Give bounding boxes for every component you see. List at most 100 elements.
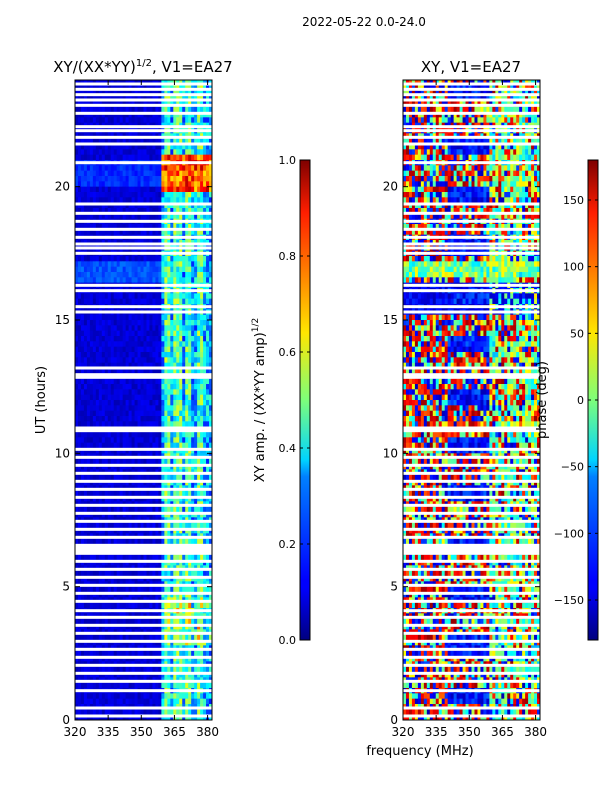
left-heatmap-cell bbox=[134, 474, 138, 481]
left-heatmap-cell bbox=[194, 586, 198, 593]
left-heatmap-cell bbox=[110, 432, 115, 438]
left-heatmap-cell bbox=[116, 266, 121, 273]
left-heatmap-cell bbox=[80, 330, 85, 337]
left-heatmap-cell bbox=[77, 165, 82, 172]
left-heatmap-cell bbox=[98, 554, 103, 561]
left-heatmap-cell bbox=[164, 442, 168, 449]
left-heatmap-cell bbox=[75, 229, 79, 236]
left-heatmap-cell bbox=[170, 576, 174, 582]
left-heatmap-cell bbox=[188, 640, 192, 646]
left-heatmap-cell bbox=[209, 512, 212, 518]
left-heatmap-cell bbox=[104, 389, 109, 396]
left-heatmap-cell bbox=[149, 448, 153, 454]
left-heatmap-cell bbox=[119, 506, 124, 513]
left-heatmap-cell bbox=[77, 570, 82, 577]
left-heatmap-cell bbox=[179, 192, 183, 198]
left-heatmap-cell bbox=[182, 474, 186, 481]
left-heatmap-cell bbox=[149, 144, 153, 150]
left-heatmap-cell bbox=[188, 570, 192, 577]
left-heatmap-cell bbox=[119, 410, 124, 417]
left-heatmap-cell bbox=[155, 474, 159, 481]
left-heatmap-cell bbox=[206, 410, 210, 417]
left-heatmap-cell bbox=[197, 117, 201, 124]
left-heatmap-cell bbox=[194, 384, 198, 390]
left-heatmap-cell bbox=[116, 384, 121, 390]
left-heatmap-cell bbox=[122, 496, 127, 502]
left-heatmap-cell bbox=[131, 389, 135, 396]
left-heatmap-cell bbox=[191, 576, 195, 582]
left-heatmap-cell bbox=[158, 512, 162, 518]
left-heatmap-cell bbox=[113, 149, 118, 156]
left-heatmap-cell bbox=[104, 181, 109, 188]
left-heatmap-cell bbox=[191, 634, 195, 641]
left-heatmap bbox=[75, 80, 212, 720]
left-heatmap-cell bbox=[206, 293, 210, 300]
left-heatmap-cell bbox=[98, 400, 103, 406]
left-heatmap-cell bbox=[185, 165, 189, 172]
left-heatmap-cell bbox=[131, 314, 135, 321]
left-heatmap-cell bbox=[173, 208, 177, 214]
left-heatmap-cell bbox=[75, 266, 79, 273]
left-heatmap-cell bbox=[194, 448, 198, 454]
left-heatmap-cell bbox=[161, 602, 165, 609]
left-heatmap-cell bbox=[83, 602, 88, 609]
left-heatmap-cell bbox=[182, 442, 186, 449]
left-heatmap-cell bbox=[113, 277, 118, 284]
left-heatmap-cell bbox=[161, 352, 165, 358]
left-heatmap-cell bbox=[170, 181, 174, 188]
left-heatmap-cell bbox=[116, 368, 121, 374]
left-heatmap-cell bbox=[182, 640, 186, 646]
left-heatmap-cell bbox=[161, 480, 165, 486]
left-heatmap-cell bbox=[128, 586, 132, 593]
left-heatmap-cell bbox=[113, 592, 118, 598]
left-heatmap-cell bbox=[92, 144, 97, 150]
left-heatmap-cell bbox=[101, 229, 106, 236]
left-heatmap-cell bbox=[116, 592, 121, 598]
left-heatmap-cell bbox=[206, 538, 210, 545]
left-heatmap-cell bbox=[143, 512, 147, 518]
left-heatmap-cell bbox=[131, 293, 135, 300]
left-heatmap-cell bbox=[95, 656, 100, 662]
left-heatmap-cell bbox=[149, 405, 153, 412]
left-heatmap-cell bbox=[149, 464, 153, 470]
left-heatmap-cell bbox=[170, 512, 174, 518]
left-heatmap-cell bbox=[173, 448, 177, 454]
left-heatmap-cell bbox=[122, 154, 127, 161]
left-heatmap-cell bbox=[131, 181, 135, 188]
left-heatmap-cell bbox=[152, 357, 156, 364]
left-heatmap-cell bbox=[86, 640, 91, 646]
left-heatmap-cell bbox=[98, 405, 103, 412]
left-heatmap-cell bbox=[164, 576, 168, 582]
left-heatmap-cell bbox=[98, 298, 103, 305]
left-heatmap-cell bbox=[116, 490, 121, 497]
left-heatmap-cell bbox=[128, 512, 132, 518]
left-heatmap-cell bbox=[146, 405, 150, 412]
left-heatmap-cell bbox=[107, 512, 112, 518]
left-heatmap-cell bbox=[203, 560, 207, 566]
left-heatmap-cell bbox=[185, 405, 189, 412]
left-heatmap-cell bbox=[80, 154, 85, 161]
left-heatmap-cell bbox=[167, 421, 171, 428]
left-heatmap-cell bbox=[188, 496, 192, 502]
left-heatmap-cell bbox=[176, 421, 180, 428]
left-heatmap-cell bbox=[176, 384, 180, 390]
left-heatmap-cell bbox=[95, 229, 100, 236]
left-heatmap-cell bbox=[125, 378, 130, 385]
left-heatmap-cell bbox=[173, 272, 177, 278]
left-heatmap-cell bbox=[122, 480, 127, 486]
left-heatmap-cell bbox=[149, 325, 153, 332]
left-heatmap-cell bbox=[137, 154, 141, 161]
left-heatmap-cell bbox=[152, 181, 156, 188]
left-heatmap-cell bbox=[173, 528, 177, 534]
left-heatmap-cell bbox=[77, 298, 82, 305]
left-heatmap-cell bbox=[203, 330, 207, 337]
left-heatmap-cell bbox=[158, 229, 162, 236]
left-heatmap-cell bbox=[191, 357, 195, 364]
left-heatmap-cell bbox=[200, 618, 204, 625]
left-heatmap-cell bbox=[164, 165, 168, 172]
left-heatmap-cell bbox=[77, 117, 82, 124]
left-heatmap-cell bbox=[146, 314, 150, 321]
left-heatmap-cell bbox=[128, 506, 132, 513]
left-heatmap-cell bbox=[143, 554, 147, 561]
left-heatmap-cell bbox=[206, 586, 210, 593]
